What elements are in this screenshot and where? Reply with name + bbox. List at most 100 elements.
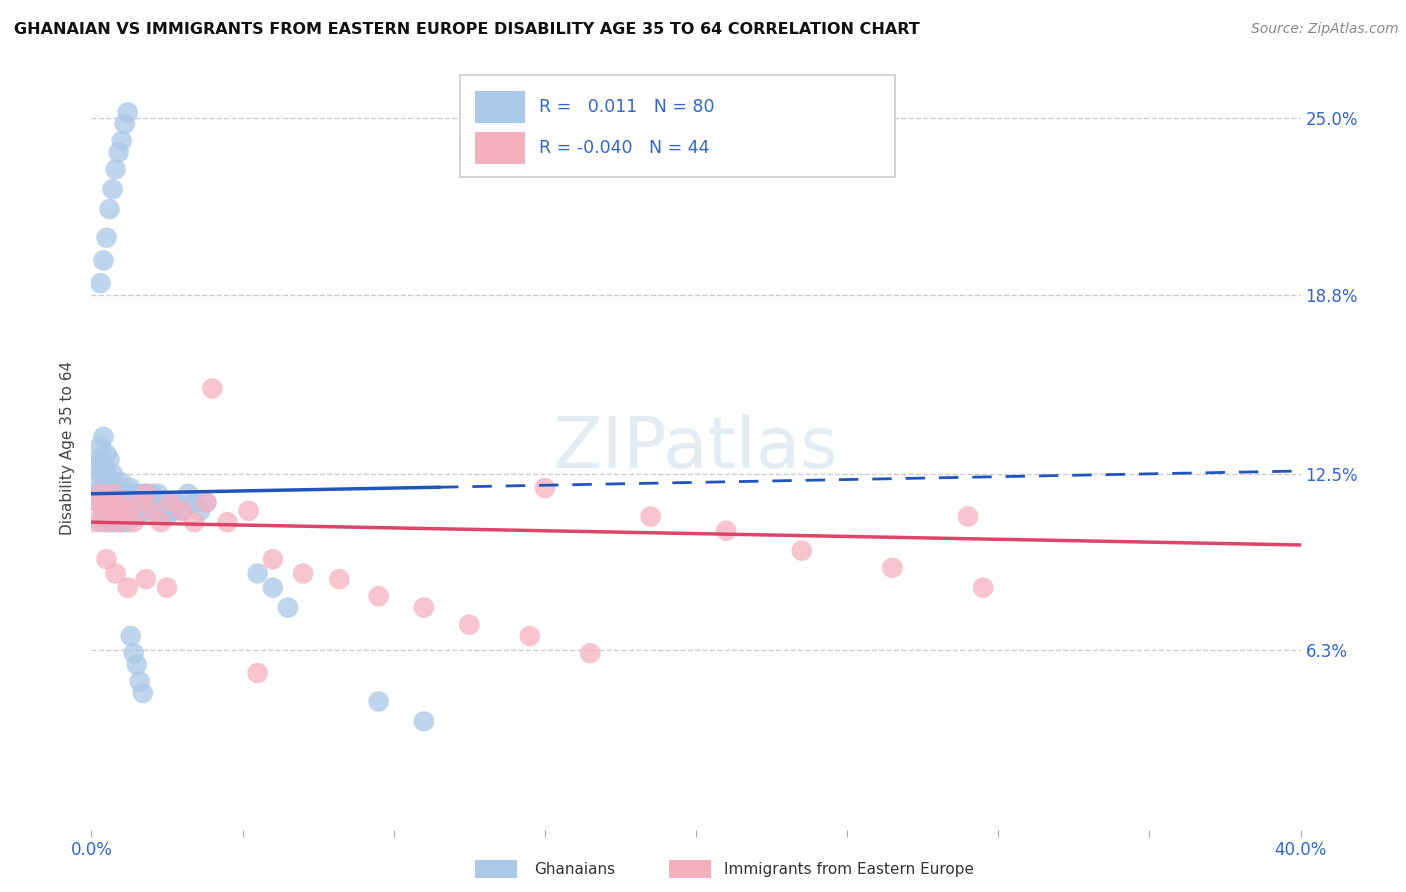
Point: [98, 202, 121, 217]
Point: [246, 666, 269, 681]
Point: [86, 495, 108, 509]
Point: [104, 566, 127, 581]
Point: [128, 495, 150, 509]
Text: Source: ZipAtlas.com: Source: ZipAtlas.com: [1251, 22, 1399, 37]
Point: [882, 560, 904, 574]
Point: [117, 581, 139, 595]
Point: [86, 475, 108, 490]
Point: [111, 515, 132, 529]
Point: [83, 458, 105, 473]
Point: [89, 467, 111, 481]
Point: [114, 509, 136, 524]
Point: [117, 487, 139, 501]
Point: [93, 481, 115, 495]
Point: [83, 487, 105, 501]
Text: Ghanaians: Ghanaians: [534, 863, 616, 877]
Point: [107, 515, 129, 529]
Point: [640, 509, 662, 524]
Point: [413, 600, 436, 615]
Point: [125, 487, 148, 501]
Point: [277, 600, 299, 615]
Point: [790, 543, 813, 558]
Point: [120, 629, 142, 643]
Point: [195, 495, 218, 509]
Point: [111, 495, 132, 509]
Point: [159, 495, 181, 509]
Point: [188, 504, 211, 518]
Point: [96, 509, 118, 524]
Point: [101, 182, 124, 196]
Bar: [475, 132, 526, 164]
Point: [101, 467, 124, 481]
Point: [107, 487, 129, 501]
Point: [117, 504, 139, 518]
Point: [96, 467, 118, 481]
Point: [104, 495, 127, 509]
Point: [98, 475, 121, 490]
Point: [107, 509, 129, 524]
Point: [262, 581, 284, 595]
Y-axis label: Disability Age 35 to 64: Disability Age 35 to 64: [60, 361, 76, 535]
Point: [143, 504, 166, 518]
Text: ZIPatlas: ZIPatlas: [553, 414, 839, 483]
Point: [89, 276, 111, 290]
Point: [89, 487, 111, 501]
Point: [714, 524, 737, 538]
Point: [93, 430, 115, 444]
Point: [238, 504, 260, 518]
Point: [183, 515, 205, 529]
Point: [111, 475, 132, 490]
Point: [367, 589, 389, 603]
Point: [83, 515, 105, 529]
Point: [107, 145, 129, 160]
Point: [89, 487, 111, 501]
Point: [104, 162, 127, 177]
Point: [328, 572, 350, 586]
Point: [89, 438, 111, 452]
Point: [177, 487, 200, 501]
Point: [153, 504, 176, 518]
Point: [98, 495, 121, 509]
Point: [579, 646, 602, 660]
Bar: [475, 91, 526, 122]
Text: R = -0.040   N = 44: R = -0.040 N = 44: [538, 139, 709, 157]
Point: [120, 504, 142, 518]
Point: [172, 504, 194, 518]
Point: [972, 581, 994, 595]
Point: [183, 495, 205, 509]
Point: [96, 515, 118, 529]
Point: [149, 515, 172, 529]
Point: [98, 452, 121, 467]
Point: [128, 674, 150, 689]
Point: [533, 481, 555, 495]
Point: [117, 515, 139, 529]
Point: [96, 230, 118, 244]
Point: [114, 487, 136, 501]
Point: [86, 452, 108, 467]
Point: [146, 487, 169, 501]
Point: [956, 509, 979, 524]
Point: [217, 515, 239, 529]
Point: [125, 509, 148, 524]
Point: [135, 487, 157, 501]
Point: [135, 572, 157, 586]
Point: [149, 495, 172, 509]
Point: [93, 253, 115, 268]
Point: [141, 487, 163, 501]
Point: [132, 686, 155, 700]
Point: [458, 617, 481, 632]
Point: [135, 504, 157, 518]
Point: [156, 581, 179, 595]
Point: [128, 495, 150, 509]
Point: [98, 515, 121, 529]
Text: Immigrants from Eastern Europe: Immigrants from Eastern Europe: [724, 863, 974, 877]
Point: [101, 487, 124, 501]
Point: [122, 495, 145, 509]
Text: GHANAIAN VS IMMIGRANTS FROM EASTERN EUROPE DISABILITY AGE 35 TO 64 CORRELATION C: GHANAIAN VS IMMIGRANTS FROM EASTERN EURO…: [14, 22, 920, 37]
Point: [120, 481, 142, 495]
Point: [114, 117, 136, 131]
Point: [101, 487, 124, 501]
Point: [89, 515, 111, 529]
Point: [165, 495, 187, 509]
Point: [96, 447, 118, 461]
